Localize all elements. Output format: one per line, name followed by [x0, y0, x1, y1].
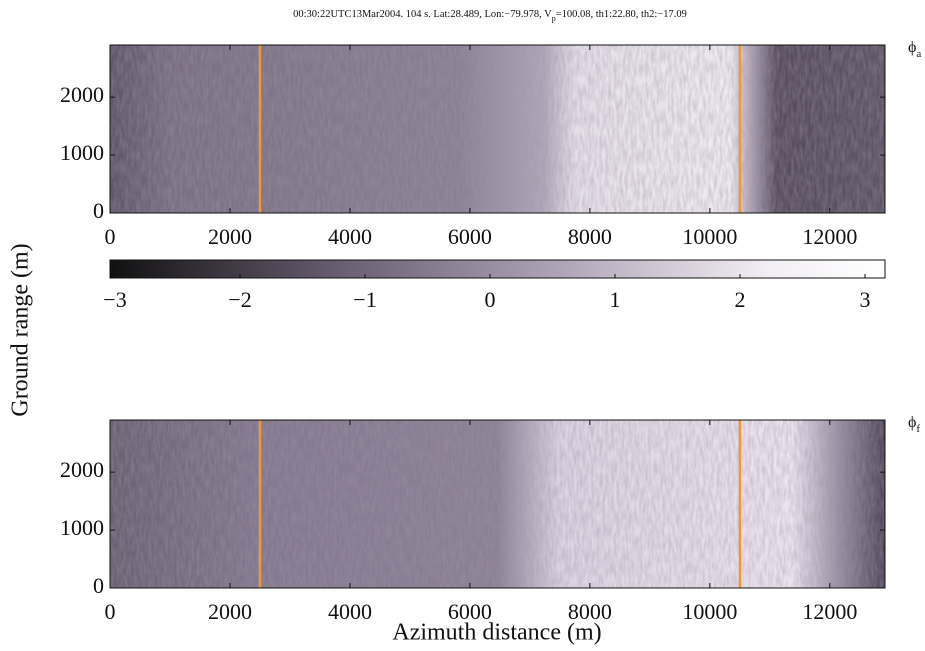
y-tick-label: 0	[93, 198, 104, 223]
x-tick-label: 2000	[208, 224, 252, 249]
colorbar-tick-label: −2	[228, 287, 251, 312]
y-tick-label: 0	[93, 573, 104, 598]
colorbar-tick-label: −1	[353, 287, 376, 312]
x-tick-label: 6000	[448, 224, 492, 249]
x-tick-label: 12000	[802, 599, 857, 624]
x-tick-label: 8000	[568, 599, 612, 624]
colorbar-tick-label: 2	[735, 287, 746, 312]
x-tick-label: 4000	[328, 224, 372, 249]
y-tick-label: 1000	[60, 515, 104, 540]
panel-subscript: f	[916, 423, 920, 435]
x-tick-label: 12000	[802, 224, 857, 249]
y-axis-label: Ground range (m)	[8, 243, 34, 416]
title-part: =100.08, th1:22.80, th2:−17.09	[556, 9, 687, 20]
panel-subscript: a	[916, 48, 921, 60]
colorbar-tick-label: 1	[610, 287, 621, 312]
colorbar-tick-label: −3	[103, 287, 126, 312]
x-tick-label: 0	[105, 224, 116, 249]
colorbar-tick-label: 0	[485, 287, 496, 312]
title-part: 00:30:22UTC13Mar2004. 104 s. Lat:28.489,…	[293, 9, 552, 20]
x-tick-label: 10000	[682, 224, 737, 249]
panel-symbol: ϕ	[908, 39, 916, 56]
colorbar	[110, 260, 885, 278]
image-texture	[110, 420, 885, 588]
y-tick-label: 2000	[60, 82, 104, 107]
panel-label: ϕa	[908, 39, 921, 60]
x-tick-label: 4000	[328, 599, 372, 624]
x-tick-label: 0	[105, 599, 116, 624]
y-tick-label: 2000	[60, 457, 104, 482]
colorbar-tick-label: 3	[860, 287, 871, 312]
x-tick-label: 10000	[682, 599, 737, 624]
y-tick-label: 1000	[60, 140, 104, 165]
x-tick-label: 6000	[448, 599, 492, 624]
panel-symbol: ϕ	[908, 414, 916, 431]
x-tick-label: 2000	[208, 599, 252, 624]
panel-label: ϕf	[908, 414, 920, 435]
image-texture	[110, 45, 885, 213]
chart-title: 00:30:22UTC13Mar2004. 104 s. Lat:28.489,…	[293, 9, 687, 23]
x-tick-label: 8000	[568, 224, 612, 249]
figure: 00:30:22UTC13Mar2004. 104 s. Lat:28.489,…	[0, 0, 925, 651]
